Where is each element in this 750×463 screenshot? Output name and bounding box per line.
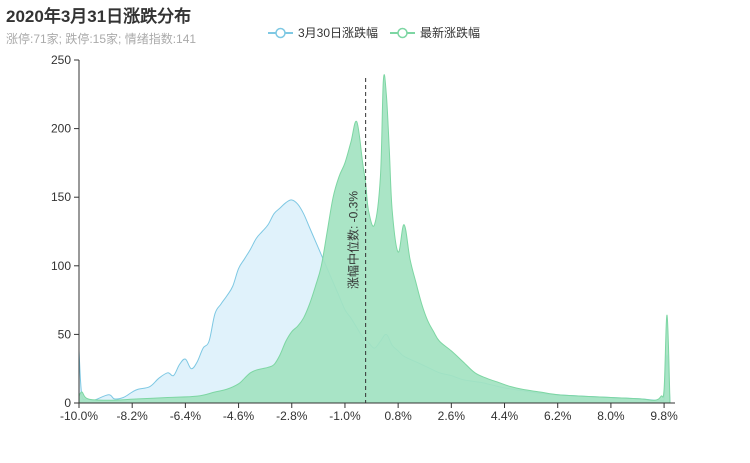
x-tick-label: -2.8% [276, 409, 308, 423]
x-tick-label: 9.8% [650, 409, 678, 423]
series-prev-area [79, 199, 670, 403]
y-tick-label: 50 [58, 327, 72, 341]
legend-item-prev[interactable]: 3月30日涨跌幅 [268, 24, 378, 41]
y-tick-label: 150 [51, 190, 71, 204]
x-tick-label: 4.4% [491, 409, 519, 423]
legend-prev-line-icon [268, 27, 293, 38]
legend-prev-label: 3月30日涨跌幅 [298, 26, 379, 40]
legend-latest-line-icon [390, 27, 416, 38]
y-tick-label: 0 [64, 396, 71, 410]
chart-subtitle: 涨停:71家; 跌停:15家; 情绪指数:141 [6, 32, 197, 46]
x-tick-label: 8.0% [597, 409, 625, 423]
x-tick-label: -6.4% [170, 409, 202, 423]
series-latest-area [79, 74, 670, 404]
legend-item-latest[interactable]: 最新涨跌幅 [390, 24, 480, 41]
x-tick-label: -1.0% [329, 409, 361, 423]
y-tick-label: 250 [51, 53, 71, 67]
legend: 3月30日涨跌幅 最新涨跌幅 [268, 24, 480, 41]
x-tick-label: 0.8% [384, 409, 412, 423]
series-latest-line [78, 74, 671, 404]
y-tick-label: 200 [51, 122, 71, 136]
x-tick-label: -4.6% [223, 409, 255, 423]
x-tick-label: 2.6% [438, 409, 466, 423]
legend-latest-label: 最新涨跌幅 [420, 26, 481, 40]
y-tick-label: 100 [51, 259, 71, 273]
chart-title: 2020年3月31日涨跌分布 [6, 7, 192, 26]
x-tick-label: -8.2% [117, 409, 149, 423]
median-label: 涨幅中位数: -0.3% [346, 191, 361, 289]
x-tick-label: 6.2% [544, 409, 572, 423]
x-tick-label: -10.0% [60, 409, 98, 423]
